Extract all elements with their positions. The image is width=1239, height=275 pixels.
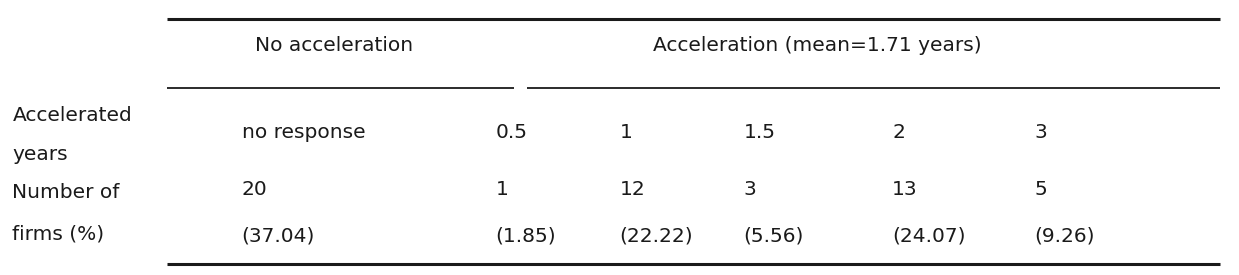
Text: 1: 1 bbox=[496, 180, 508, 199]
Text: No acceleration: No acceleration bbox=[255, 36, 414, 55]
Text: Number of: Number of bbox=[12, 183, 120, 202]
Text: (9.26): (9.26) bbox=[1035, 227, 1095, 246]
Text: no response: no response bbox=[242, 122, 366, 142]
Text: 2: 2 bbox=[892, 122, 904, 142]
Text: (1.85): (1.85) bbox=[496, 227, 556, 246]
Text: (37.04): (37.04) bbox=[242, 227, 315, 246]
Text: years: years bbox=[12, 144, 68, 164]
Text: 1: 1 bbox=[620, 122, 632, 142]
Text: 12: 12 bbox=[620, 180, 646, 199]
Text: Acceleration (mean=1.71 years): Acceleration (mean=1.71 years) bbox=[653, 36, 983, 55]
Text: 3: 3 bbox=[1035, 122, 1047, 142]
Text: (24.07): (24.07) bbox=[892, 227, 965, 246]
Text: (22.22): (22.22) bbox=[620, 227, 693, 246]
Text: 13: 13 bbox=[892, 180, 918, 199]
Text: Accelerated: Accelerated bbox=[12, 106, 133, 125]
Text: 1.5: 1.5 bbox=[743, 122, 776, 142]
Text: 5: 5 bbox=[1035, 180, 1047, 199]
Text: 20: 20 bbox=[242, 180, 268, 199]
Text: firms (%): firms (%) bbox=[12, 224, 104, 243]
Text: 0.5: 0.5 bbox=[496, 122, 528, 142]
Text: (5.56): (5.56) bbox=[743, 227, 804, 246]
Text: 3: 3 bbox=[743, 180, 756, 199]
